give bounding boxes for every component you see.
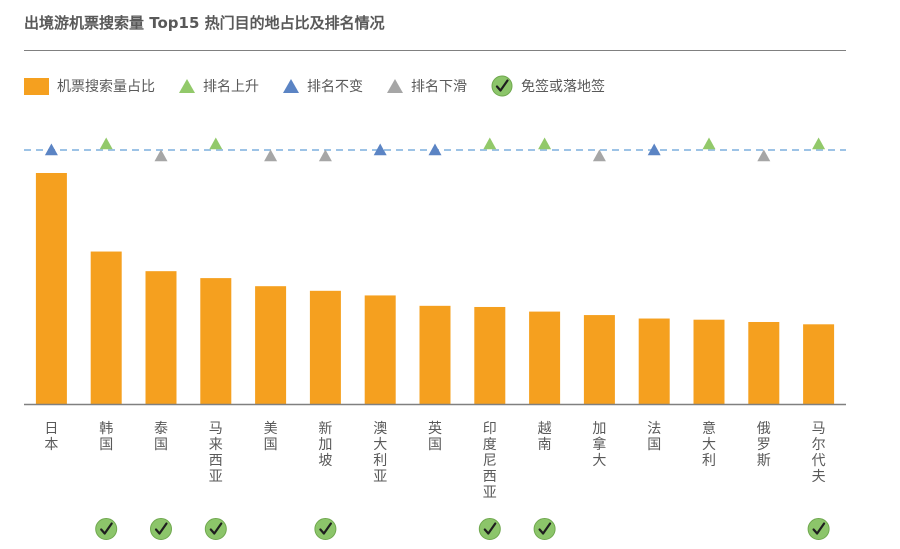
triangle-up-icon <box>264 149 278 162</box>
check-circle-icon <box>491 75 513 97</box>
triangle-up-icon <box>179 79 195 93</box>
category-label: 泰国 <box>154 421 168 453</box>
category-label: 日本 <box>44 421 58 453</box>
category-label: 俄罗斯 <box>757 421 771 469</box>
triangle-up-icon <box>428 143 442 156</box>
legend-bar-swatch <box>24 77 49 95</box>
triangle-up-icon <box>154 149 168 162</box>
bar <box>200 278 232 404</box>
category-label: 马尔代夫 <box>812 421 826 485</box>
legend-label-up: 排名上升 <box>203 79 259 95</box>
triangle-up-icon <box>373 143 387 156</box>
category-label: 澳大利亚 <box>373 421 387 485</box>
bar <box>35 173 67 404</box>
triangle-up-icon <box>592 149 606 162</box>
bar <box>145 271 177 404</box>
category-label: 马来西亚 <box>209 421 223 485</box>
triangle-up-icon <box>209 137 223 150</box>
category-label: 越南 <box>538 421 552 453</box>
title-divider <box>24 50 846 51</box>
triangle-up-icon <box>387 79 403 93</box>
category-label: 英国 <box>428 420 442 453</box>
triangle-up-icon <box>318 149 332 162</box>
category-label: 法国 <box>647 421 661 453</box>
check-circle-icon <box>478 518 501 540</box>
check-circle-icon <box>204 518 227 540</box>
legend-label-same: 排名不变 <box>307 79 363 95</box>
bar <box>748 321 780 404</box>
check-circle-icon <box>533 518 556 540</box>
legend-label-share: 机票搜索量占比 <box>57 79 155 95</box>
chart-title: 出境游机票搜索量 Top15 热门目的地占比及排名情况 <box>24 14 385 32</box>
triangle-up-icon <box>757 149 771 162</box>
triangle-up-icon <box>283 79 299 93</box>
triangle-up-icon <box>99 137 113 150</box>
chart-legend: 机票搜索量占比 排名上升 排名不变 排名下滑 免签或落地签 <box>24 74 629 98</box>
legend-label-visa: 免签或落地签 <box>521 79 605 95</box>
bar <box>693 319 725 404</box>
bar <box>638 318 670 404</box>
bar <box>309 290 341 404</box>
category-label: 意大利 <box>702 420 716 469</box>
category-label: 印度尼西亚 <box>483 421 497 501</box>
bar <box>90 251 122 404</box>
check-circle-icon <box>150 518 172 540</box>
category-label: 加拿大 <box>592 421 606 469</box>
legend-label-down: 排名下滑 <box>411 79 467 95</box>
bar <box>529 311 561 404</box>
bar <box>255 286 287 404</box>
legend-item-share: 机票搜索量占比 <box>24 76 155 96</box>
category-label: 美国 <box>264 421 278 453</box>
bar <box>364 295 396 404</box>
triangle-up-icon <box>538 137 552 150</box>
check-circle-icon <box>807 518 830 540</box>
bar <box>583 315 615 404</box>
legend-item-visa: 免签或落地签 <box>491 75 605 97</box>
triangle-up-icon <box>483 137 497 150</box>
triangle-up-icon <box>647 143 661 156</box>
category-label: 新加坡 <box>318 421 332 469</box>
legend-item-down: 排名下滑 <box>387 76 467 96</box>
triangle-up-icon <box>702 137 716 150</box>
bar <box>803 324 835 404</box>
triangle-up-icon <box>44 143 58 156</box>
legend-item-same: 排名不变 <box>283 76 363 96</box>
bar <box>419 305 451 404</box>
check-circle-icon <box>314 518 337 540</box>
triangle-up-icon <box>812 137 826 150</box>
check-circle-icon <box>95 518 118 540</box>
legend-item-up: 排名上升 <box>179 76 259 96</box>
category-label: 韩国 <box>99 421 113 453</box>
bar <box>474 306 506 404</box>
